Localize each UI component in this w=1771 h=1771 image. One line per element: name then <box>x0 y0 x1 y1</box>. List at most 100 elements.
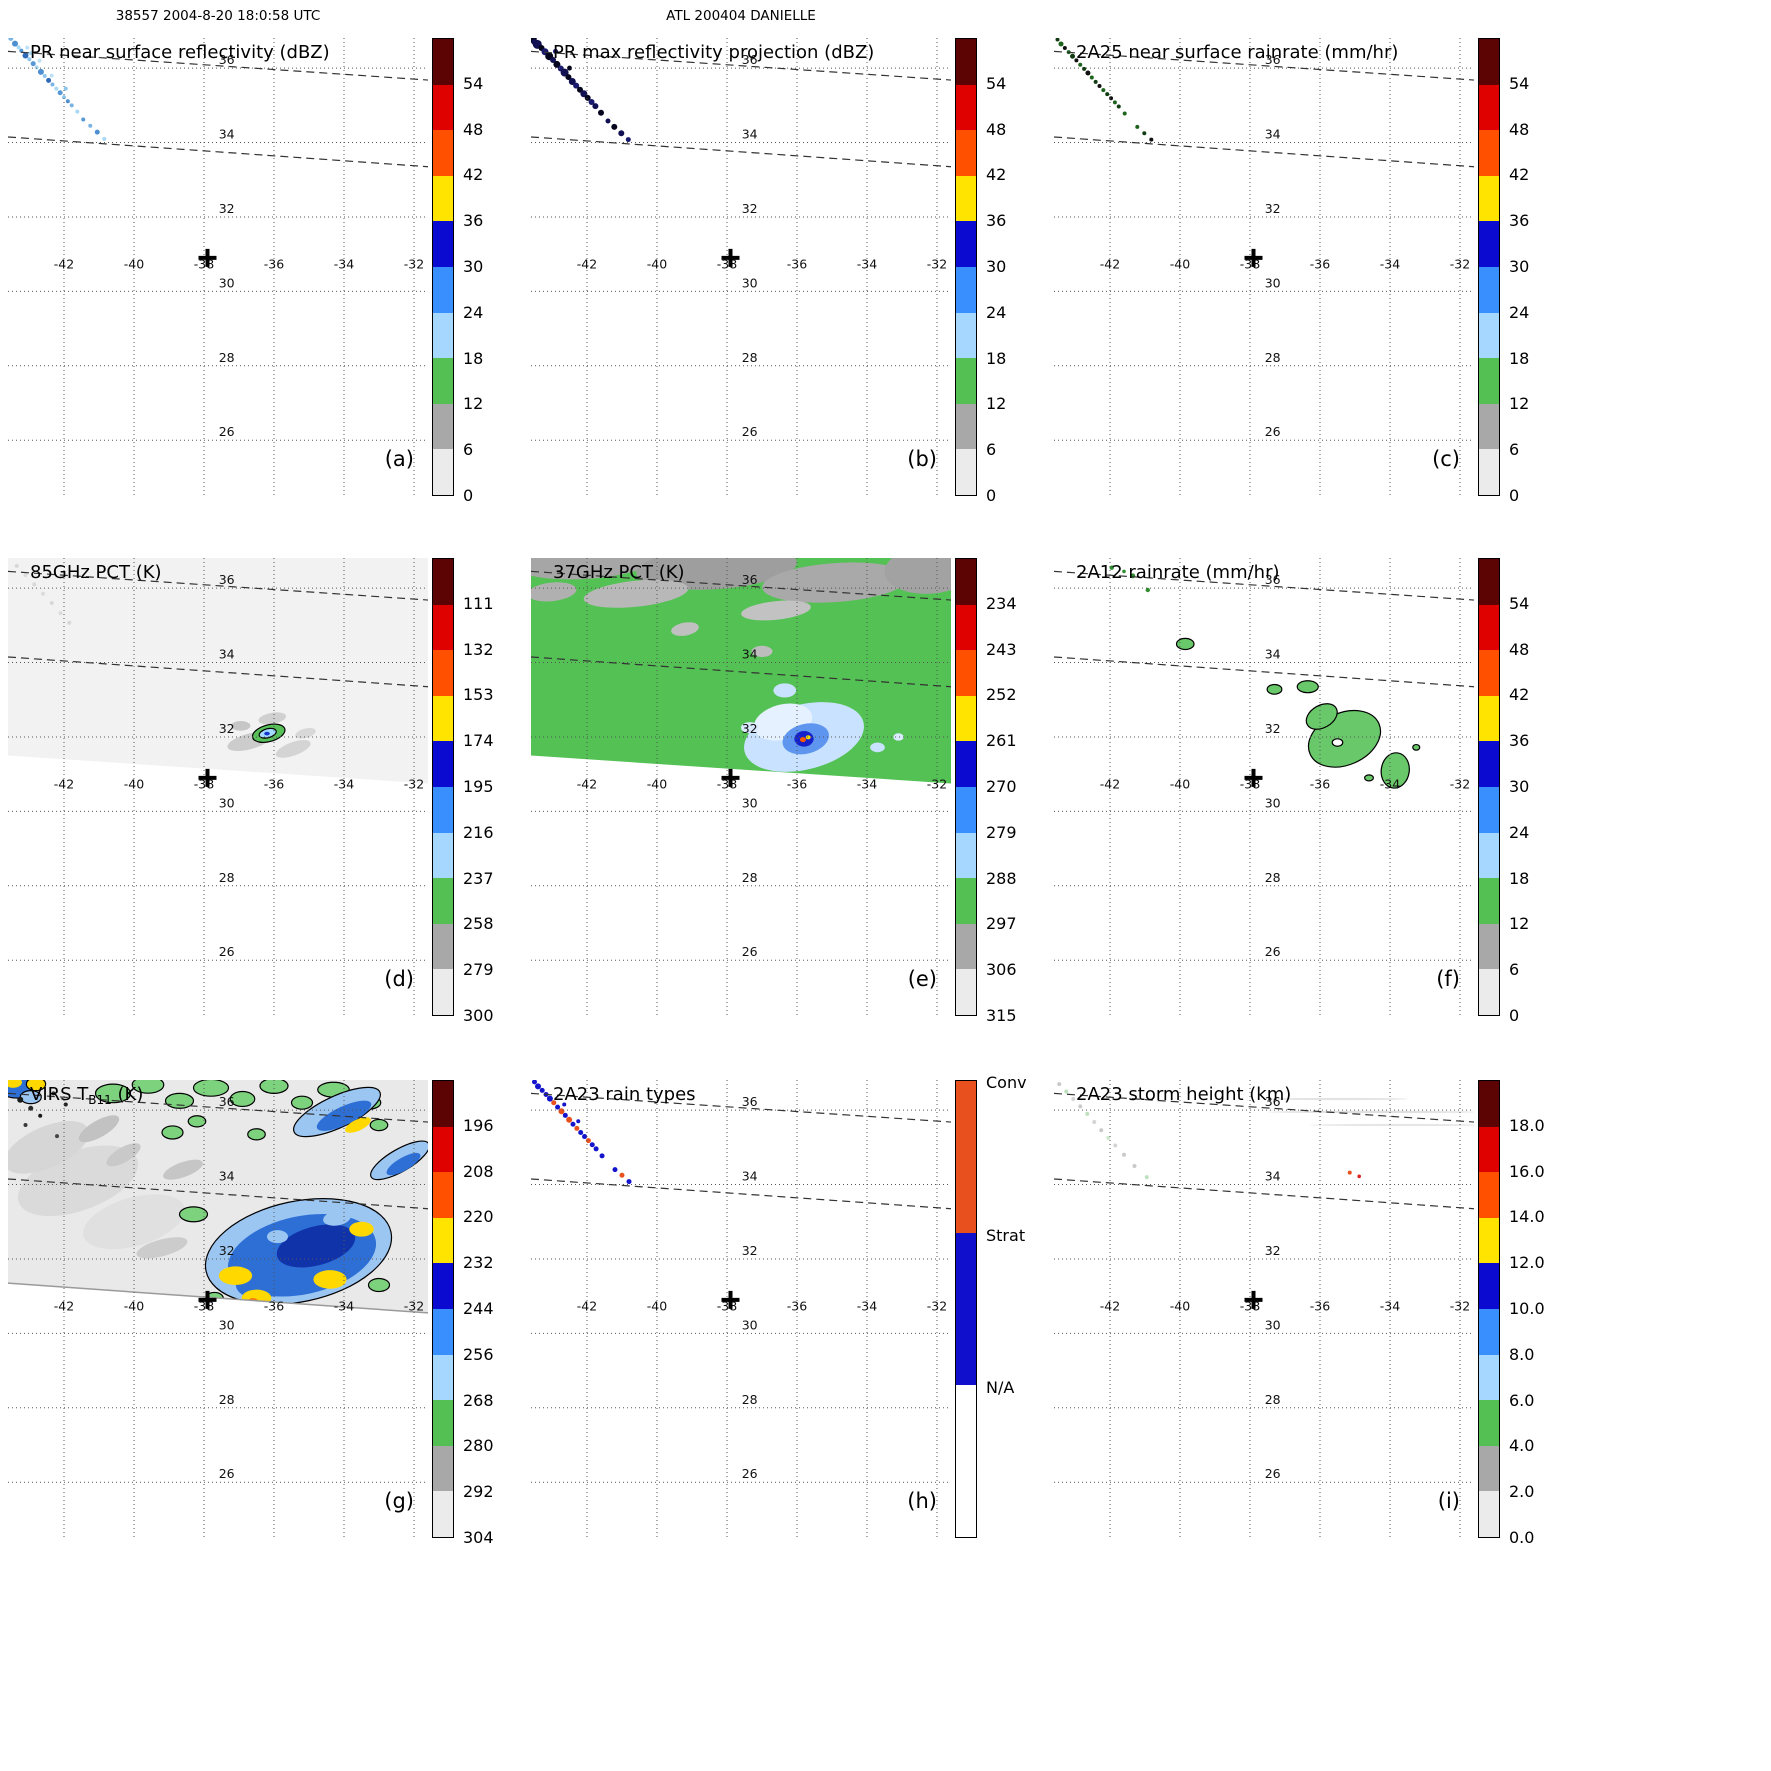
lat-tick-label: 30 <box>742 275 758 290</box>
feature-dot <box>1135 124 1140 129</box>
feature-dot <box>8 38 14 41</box>
lat-tick-label: 36 <box>219 52 235 67</box>
feature-dot <box>1097 83 1102 88</box>
feature-dot <box>1109 96 1114 101</box>
feature-blob <box>8 1080 22 1088</box>
feature-dot <box>67 620 72 625</box>
feature-dot <box>1112 100 1117 105</box>
colorbar-segment <box>1479 130 1499 176</box>
feature-blob <box>1296 680 1319 694</box>
feature-blob <box>1380 752 1410 789</box>
feature-dot <box>589 1142 595 1148</box>
colorbar-segment <box>956 221 976 267</box>
colorbar-segment <box>433 312 453 359</box>
feature-blob <box>367 1277 391 1293</box>
lon-tick-label: -36 <box>787 776 807 791</box>
panel-d: -42 -40 -38 -36 -34 -32 36 34 32 30 28 26 85GHz PCT … <box>8 558 518 1025</box>
colorbar-segment <box>956 923 976 970</box>
feature-dot <box>553 60 561 68</box>
colorbar-tick-label: 6 <box>1509 960 1520 980</box>
feature-blob <box>94 1083 132 1104</box>
colorbar-tick-label: 42 <box>1509 685 1530 705</box>
feature-dot <box>1149 137 1154 142</box>
feature-dot <box>1062 46 1067 51</box>
feature-dot <box>560 68 569 77</box>
feature-blob <box>161 1125 184 1140</box>
lat-tick-label: 34 <box>742 647 758 662</box>
lon-tick-label: -32 <box>404 256 424 271</box>
lat-tick-label: 28 <box>1265 870 1281 885</box>
colorbar-segment <box>433 1081 453 1127</box>
feature-dot <box>14 563 19 568</box>
pr-swath-edge-line <box>8 570 428 601</box>
colorbar-tick-label: 8.0 <box>1509 1344 1535 1364</box>
colorbar-tick-label: 196 <box>463 1115 494 1135</box>
colorbar-tick-label: 18 <box>1509 868 1530 888</box>
lat-tick-label: 30 <box>742 795 758 810</box>
panel-letter-label: (f) <box>1436 967 1460 991</box>
feature-dot <box>546 1095 553 1102</box>
feature-dot <box>619 1172 625 1178</box>
colorbar-segment <box>1479 1354 1499 1401</box>
lat-tick-label: 32 <box>219 201 235 216</box>
feature-blob <box>1305 703 1338 730</box>
lat-tick-label: 28 <box>742 1392 758 1407</box>
panel-a: -42 -40 -38 -36 -34 -32 36 34 32 30 28 26 PR near su… <box>8 38 518 505</box>
lat-tick-label: 30 <box>219 1317 235 1332</box>
colorbar-label: N/A <box>986 1378 1015 1398</box>
colorbar-b <box>955 38 977 496</box>
colorbar-segment <box>433 695 453 742</box>
lat-tick-label: 26 <box>1265 424 1281 439</box>
feature-dot <box>12 40 18 47</box>
feature-blob <box>187 1115 207 1128</box>
colorbar-segment <box>433 266 453 313</box>
colorbar-tick-label: 54 <box>1509 73 1530 93</box>
lat-tick-label: 26 <box>742 424 758 439</box>
colorbar-f <box>1478 558 1500 1016</box>
colorbar-tick-label: 24 <box>1509 302 1530 322</box>
feature-dot <box>580 90 588 98</box>
feature-dot <box>41 591 45 596</box>
feature-dot <box>22 52 29 59</box>
lon-tick-label: -32 <box>404 1298 424 1313</box>
colorbar-segment <box>433 923 453 970</box>
colorbar-tick-label: 12 <box>1509 394 1530 414</box>
lat-tick-label: 32 <box>219 721 235 736</box>
feature-blob <box>295 727 316 739</box>
colorbar-tick-label: 6 <box>986 440 997 460</box>
lat-tick-label: 30 <box>1265 795 1281 810</box>
lon-tick-label: -36 <box>787 1298 807 1313</box>
colorbar-tick-label: 216 <box>463 822 494 842</box>
feature-blob <box>290 1095 314 1110</box>
lat-tick-label: 36 <box>742 52 758 67</box>
colorbar-segment <box>1479 266 1499 313</box>
colorbar-tick-label: 54 <box>463 73 484 93</box>
colorbar-segment <box>433 1400 453 1446</box>
colorbar-tick-label: 232 <box>463 1253 494 1273</box>
lat-tick-label: 28 <box>219 870 235 885</box>
feature-blob <box>870 742 885 753</box>
panel-letter-label: (b) <box>907 447 937 471</box>
feature-dot <box>584 94 591 101</box>
colorbar-segment <box>956 559 976 605</box>
lat-tick-label: 26 <box>219 944 235 959</box>
feature-dot <box>1078 62 1083 67</box>
feature-blob <box>884 558 951 594</box>
feature-blob <box>369 1118 389 1132</box>
lat-tick-label: 34 <box>742 127 758 142</box>
lat-tick-label: 30 <box>219 795 235 810</box>
colorbar-segment <box>1479 1081 1499 1127</box>
panel-title: PR max reflectivity projection (dBZ) <box>553 42 874 63</box>
lat-tick-label: 26 <box>742 944 758 959</box>
colorbar-tick-label: 6 <box>1509 440 1520 460</box>
lon-tick-label: -42 <box>54 256 74 271</box>
feature-dot <box>532 1080 537 1085</box>
colorbar-tick-label: 261 <box>986 731 1017 751</box>
panel-letter-label: (h) <box>907 1489 937 1513</box>
feature-blob <box>799 736 806 743</box>
feature-dot <box>58 611 63 616</box>
